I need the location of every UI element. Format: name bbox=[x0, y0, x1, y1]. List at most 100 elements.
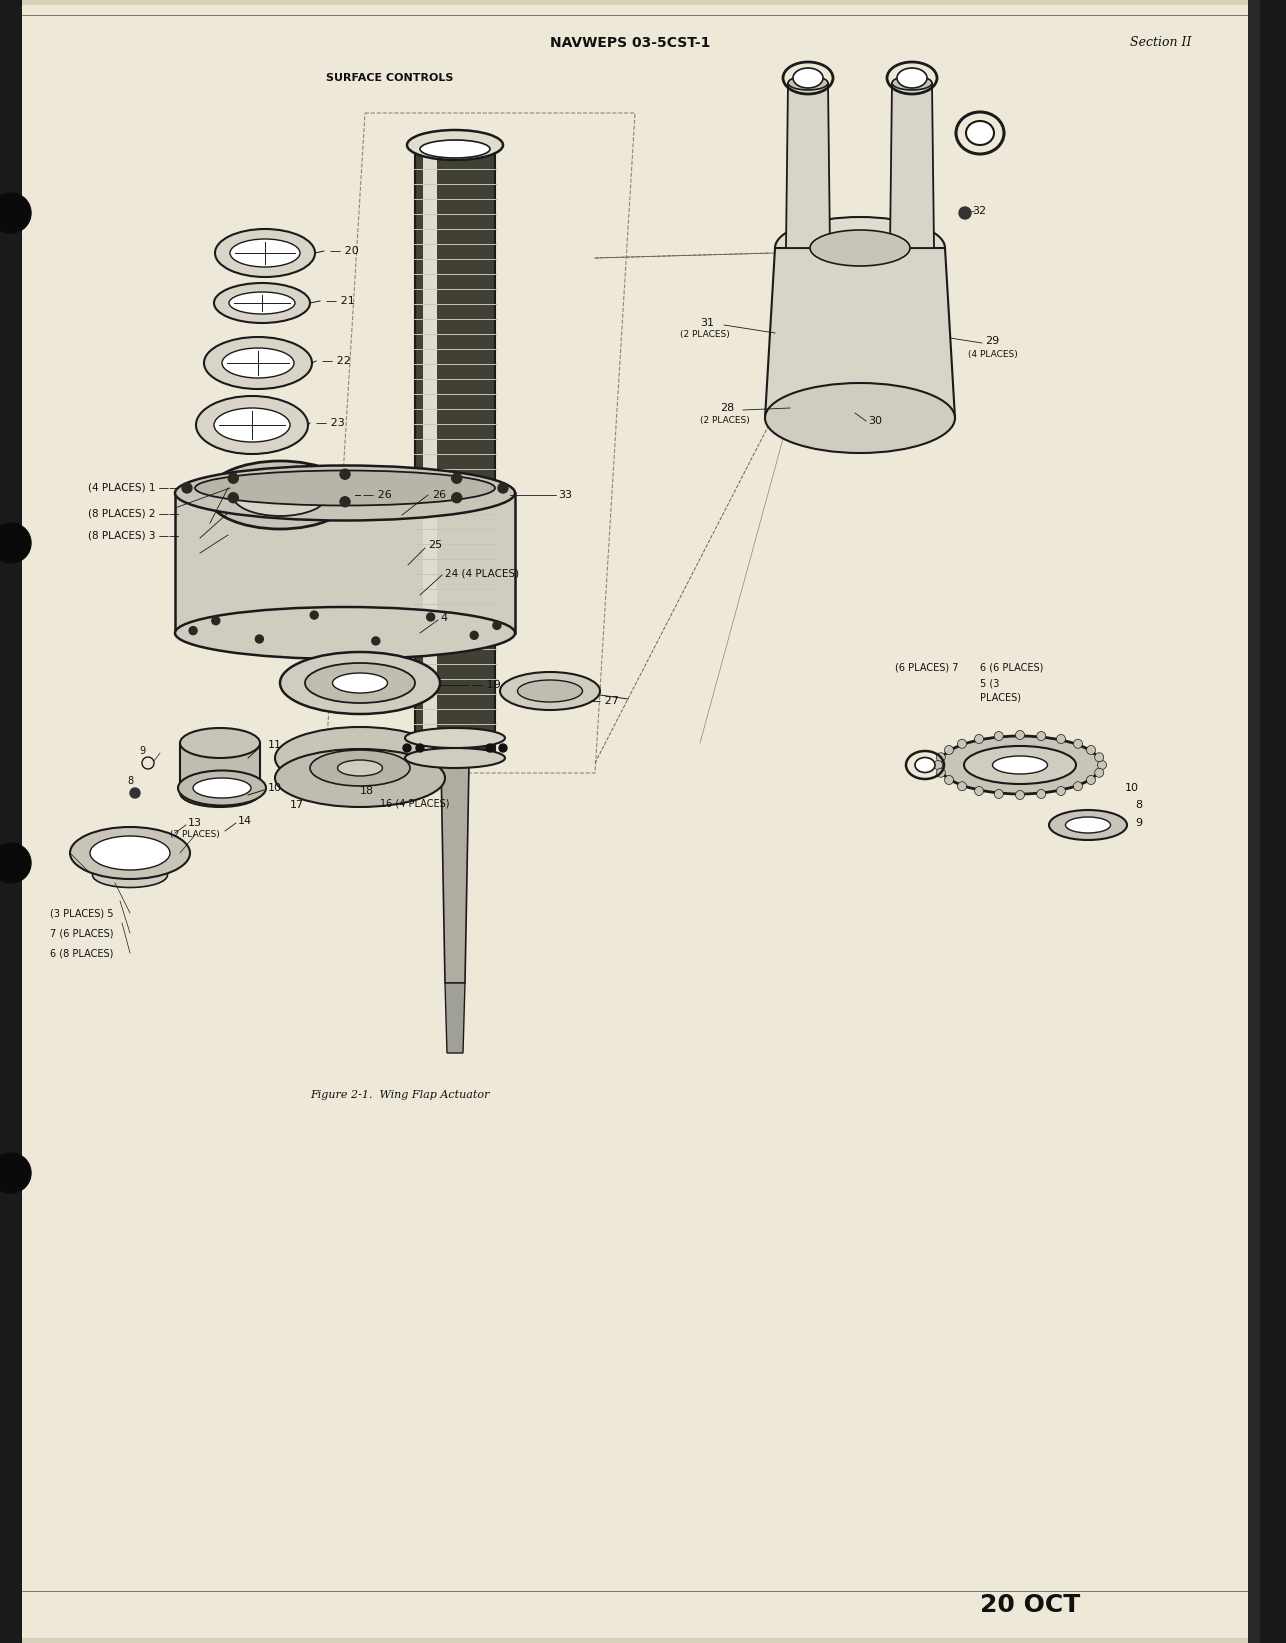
Circle shape bbox=[403, 744, 412, 752]
Circle shape bbox=[256, 634, 264, 642]
Ellipse shape bbox=[916, 757, 935, 772]
Circle shape bbox=[944, 746, 953, 754]
Circle shape bbox=[498, 483, 508, 493]
Circle shape bbox=[958, 739, 967, 748]
Ellipse shape bbox=[517, 680, 583, 702]
Text: Figure 2-1.  Wing Flap Actuator: Figure 2-1. Wing Flap Actuator bbox=[310, 1089, 490, 1101]
Text: 10: 10 bbox=[1125, 784, 1139, 794]
Text: 6 (8 PLACES): 6 (8 PLACES) bbox=[50, 948, 113, 958]
Text: 29: 29 bbox=[985, 337, 999, 347]
Bar bbox=[1260, 0, 1286, 1643]
Text: — 21: — 21 bbox=[325, 296, 355, 306]
Text: 16 (4 PLACES): 16 (4 PLACES) bbox=[379, 798, 450, 808]
Ellipse shape bbox=[1049, 810, 1127, 840]
Circle shape bbox=[189, 626, 197, 634]
Ellipse shape bbox=[195, 470, 495, 506]
Ellipse shape bbox=[233, 473, 328, 516]
Circle shape bbox=[1097, 761, 1106, 769]
Text: — 23: — 23 bbox=[316, 417, 345, 427]
Text: 8: 8 bbox=[1136, 800, 1142, 810]
Text: 32: 32 bbox=[972, 205, 986, 215]
Circle shape bbox=[310, 611, 318, 619]
Text: 20 OCT: 20 OCT bbox=[980, 1594, 1080, 1617]
Circle shape bbox=[340, 496, 350, 506]
Ellipse shape bbox=[195, 396, 309, 453]
Ellipse shape bbox=[337, 761, 382, 775]
Ellipse shape bbox=[1066, 817, 1111, 833]
Circle shape bbox=[936, 769, 945, 777]
Circle shape bbox=[130, 789, 140, 798]
Text: 30: 30 bbox=[868, 416, 882, 426]
Ellipse shape bbox=[215, 228, 315, 278]
Text: PLACES): PLACES) bbox=[980, 692, 1021, 702]
Circle shape bbox=[229, 473, 238, 483]
Circle shape bbox=[1016, 790, 1025, 800]
Text: — 20: — 20 bbox=[331, 246, 359, 256]
Ellipse shape bbox=[222, 348, 294, 378]
Circle shape bbox=[1037, 731, 1046, 741]
Circle shape bbox=[451, 473, 462, 483]
Circle shape bbox=[415, 744, 424, 752]
Circle shape bbox=[975, 734, 984, 744]
Text: 9: 9 bbox=[1136, 818, 1142, 828]
Circle shape bbox=[1094, 752, 1103, 762]
Circle shape bbox=[1037, 790, 1046, 798]
Circle shape bbox=[0, 192, 31, 233]
Circle shape bbox=[994, 790, 1003, 798]
Text: 28: 28 bbox=[720, 403, 734, 412]
Text: (2 PLACES): (2 PLACES) bbox=[700, 416, 750, 426]
Text: (8 PLACES) 2 ——: (8 PLACES) 2 —— bbox=[87, 508, 180, 518]
Circle shape bbox=[1057, 734, 1066, 744]
Ellipse shape bbox=[204, 337, 312, 389]
Text: 4: 4 bbox=[440, 613, 448, 623]
Circle shape bbox=[1016, 731, 1025, 739]
Ellipse shape bbox=[333, 674, 387, 693]
Text: Section II: Section II bbox=[1130, 36, 1192, 49]
Ellipse shape bbox=[193, 779, 251, 798]
Ellipse shape bbox=[93, 863, 167, 887]
Ellipse shape bbox=[405, 728, 505, 748]
Circle shape bbox=[934, 761, 943, 769]
Circle shape bbox=[959, 207, 971, 219]
Ellipse shape bbox=[275, 749, 445, 807]
Ellipse shape bbox=[90, 836, 170, 871]
Text: 33: 33 bbox=[558, 490, 572, 499]
Polygon shape bbox=[423, 153, 437, 752]
Ellipse shape bbox=[280, 652, 440, 715]
Text: 18: 18 bbox=[360, 785, 374, 795]
Polygon shape bbox=[415, 153, 495, 752]
Ellipse shape bbox=[898, 67, 927, 89]
Circle shape bbox=[1094, 769, 1103, 777]
Circle shape bbox=[1087, 775, 1096, 784]
Circle shape bbox=[994, 731, 1003, 741]
Text: 7 (6 PLACES): 7 (6 PLACES) bbox=[50, 928, 113, 938]
Ellipse shape bbox=[175, 606, 514, 659]
Polygon shape bbox=[445, 983, 466, 1053]
Text: NAVWEPS 03-5CST-1: NAVWEPS 03-5CST-1 bbox=[550, 36, 710, 49]
Circle shape bbox=[486, 744, 494, 752]
Ellipse shape bbox=[275, 726, 445, 789]
Ellipse shape bbox=[207, 462, 352, 529]
Text: (8 PLACES) 3 ——: (8 PLACES) 3 —— bbox=[87, 531, 180, 541]
Text: 14: 14 bbox=[238, 817, 252, 826]
Text: 17: 17 bbox=[291, 800, 303, 810]
Circle shape bbox=[1074, 739, 1083, 748]
Ellipse shape bbox=[305, 664, 415, 703]
Ellipse shape bbox=[310, 749, 410, 785]
Circle shape bbox=[0, 522, 31, 564]
Circle shape bbox=[372, 637, 379, 646]
Ellipse shape bbox=[229, 292, 294, 314]
Text: (2 PLACES): (2 PLACES) bbox=[170, 830, 220, 840]
Circle shape bbox=[229, 493, 238, 503]
Text: (6 PLACES) 7: (6 PLACES) 7 bbox=[895, 664, 958, 674]
Circle shape bbox=[936, 752, 945, 762]
Text: — 27: — 27 bbox=[590, 697, 619, 706]
Circle shape bbox=[0, 843, 31, 882]
Ellipse shape bbox=[964, 746, 1076, 784]
Ellipse shape bbox=[69, 826, 190, 879]
Text: (4 PLACES): (4 PLACES) bbox=[968, 350, 1017, 360]
Ellipse shape bbox=[966, 122, 994, 145]
Polygon shape bbox=[175, 493, 514, 633]
Ellipse shape bbox=[993, 756, 1048, 774]
Circle shape bbox=[958, 782, 967, 790]
